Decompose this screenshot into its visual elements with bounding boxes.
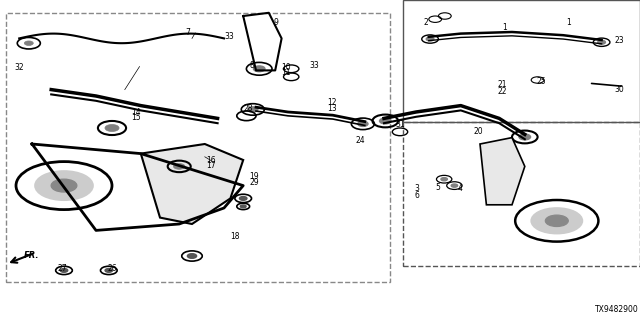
Circle shape [545,215,568,227]
Text: 33: 33 [224,32,234,41]
Text: 13: 13 [328,104,337,113]
Text: 26: 26 [108,264,117,273]
Text: 7: 7 [186,28,191,36]
Text: 2: 2 [424,18,428,27]
Bar [403,122,640,266]
Text: 32: 32 [14,63,24,72]
Text: 19: 19 [250,172,259,180]
Circle shape [188,254,196,258]
Text: 14: 14 [131,108,141,116]
Text: 18: 18 [230,232,240,241]
Circle shape [105,268,113,272]
Text: 27: 27 [58,264,67,273]
Text: 3: 3 [415,184,420,193]
Text: 4: 4 [458,184,463,193]
Text: 20: 20 [474,127,483,136]
Circle shape [105,124,119,132]
Text: 8: 8 [250,61,254,70]
Text: 11: 11 [282,68,291,77]
Text: 9: 9 [274,18,279,27]
Polygon shape [141,144,243,224]
Text: 6: 6 [415,191,420,200]
Circle shape [173,164,185,169]
Text: 1: 1 [566,18,571,27]
Circle shape [248,107,258,112]
Polygon shape [480,138,525,205]
Circle shape [380,118,391,124]
Text: 25: 25 [536,77,546,86]
Bar [403,0,640,122]
Circle shape [253,66,265,72]
Circle shape [358,121,368,126]
Text: 28: 28 [243,104,253,113]
Circle shape [24,41,33,45]
Text: 5: 5 [435,183,440,192]
Text: 16: 16 [206,156,216,164]
Circle shape [35,171,93,200]
Text: 15: 15 [131,113,141,122]
Text: 17: 17 [206,161,216,170]
Text: 12: 12 [328,98,337,107]
Text: 1: 1 [502,23,507,32]
Text: 29: 29 [250,178,259,187]
Text: FR.: FR. [24,252,40,260]
Circle shape [239,196,247,200]
Circle shape [241,205,246,208]
Text: TX9482900: TX9482900 [595,305,639,314]
Circle shape [519,134,531,140]
Text: 23: 23 [614,36,624,44]
Text: 10: 10 [282,63,291,72]
Text: 22: 22 [498,87,508,96]
Circle shape [531,208,582,234]
Circle shape [451,184,458,187]
Text: 21: 21 [498,80,508,89]
Circle shape [441,178,447,181]
Text: 30: 30 [614,85,624,94]
Circle shape [51,179,77,192]
Text: 24: 24 [356,136,365,145]
Text: 31: 31 [396,120,405,129]
Text: 33: 33 [310,61,319,70]
Circle shape [426,37,434,41]
Circle shape [598,40,605,44]
Circle shape [60,268,68,272]
